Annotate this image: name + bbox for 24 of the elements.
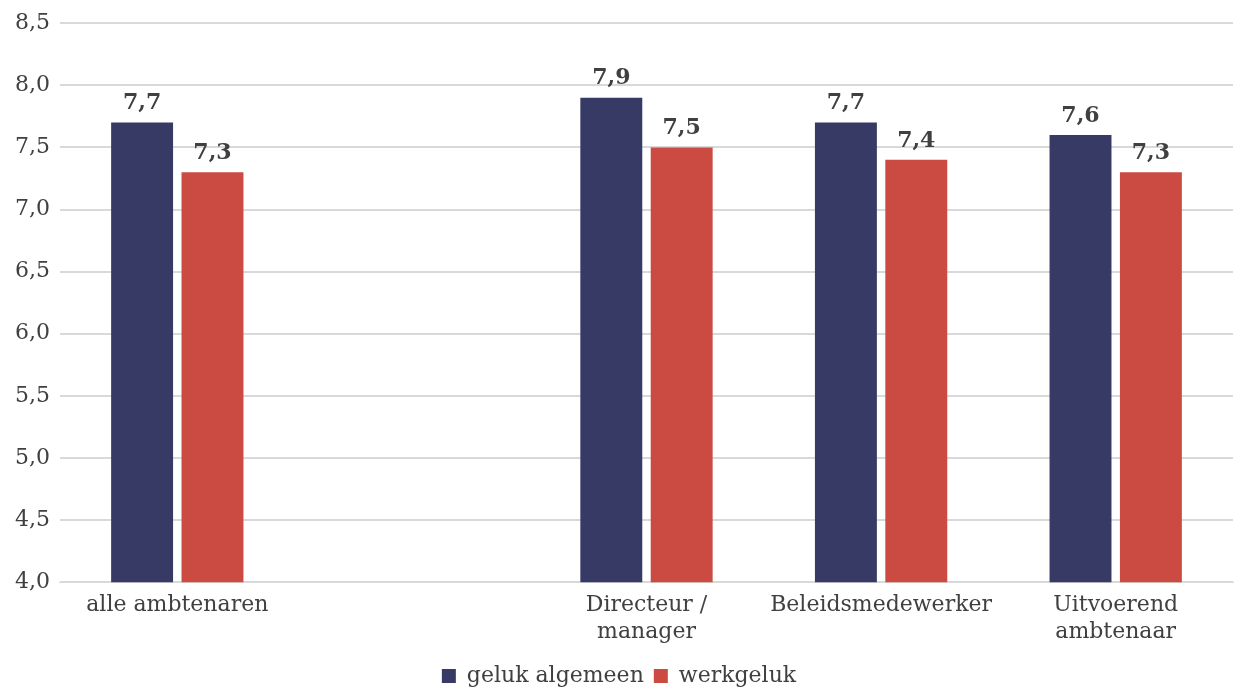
y-tick-label: 8,0 [14, 71, 50, 97]
x-tick-label: Beleidsmedewerker [770, 591, 993, 617]
y-tick-label: 6,5 [14, 257, 50, 283]
data-label: 7,7 [826, 88, 866, 115]
data-label: 7,5 [662, 113, 701, 140]
y-tick-label: 7,0 [14, 195, 50, 221]
y-tick-label: 4,0 [14, 567, 50, 593]
data-label: 7,4 [897, 125, 936, 152]
data-label: 7,7 [122, 88, 162, 115]
x-tick-label: alle ambtenaren [86, 591, 269, 617]
x-tick-label: Directeur / manager [585, 591, 708, 643]
legend-label: werkgeluk [678, 661, 797, 687]
x-tick-label: Uitvoerend ambtenaar [1053, 591, 1179, 643]
data-label: 7,3 [1131, 137, 1171, 164]
y-tick-label: 4,5 [14, 505, 50, 531]
y-tick-label: 5,5 [14, 381, 50, 407]
data-label: 7,3 [193, 137, 232, 164]
y-tick-label: 5,0 [14, 443, 50, 469]
legend-label: geluk algemeen [466, 661, 644, 687]
data-label: 7,9 [592, 63, 631, 90]
y-tick-label: 8,5 [14, 8, 50, 34]
data-label: 7,6 [1061, 100, 1100, 127]
y-tick-label: 6,0 [14, 319, 50, 345]
y-tick-label: 7,5 [14, 133, 50, 159]
